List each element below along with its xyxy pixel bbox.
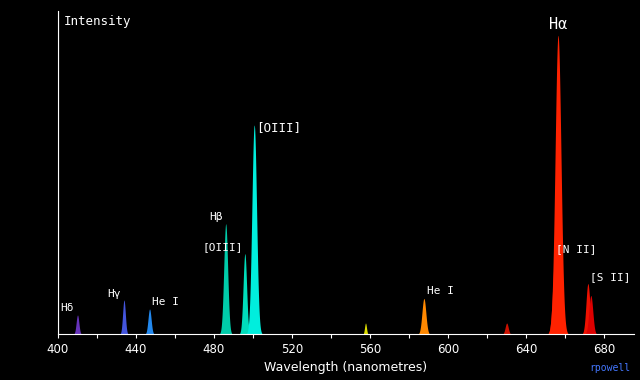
Text: Hδ: Hδ [61, 303, 74, 313]
Text: He I: He I [427, 285, 454, 296]
Text: Hγ: Hγ [108, 288, 121, 299]
Text: [OIII]: [OIII] [256, 121, 301, 134]
Text: He I: He I [152, 298, 179, 307]
Text: rpowell: rpowell [589, 363, 631, 374]
Text: Hα: Hα [549, 17, 567, 32]
X-axis label: Wavelength (nanometres): Wavelength (nanometres) [264, 361, 427, 374]
Text: Intensity: Intensity [63, 15, 131, 28]
Text: [S II]: [S II] [589, 272, 630, 282]
Text: [OIII]: [OIII] [203, 242, 243, 252]
Text: [N II]: [N II] [556, 244, 597, 254]
Text: Hβ: Hβ [209, 212, 223, 222]
